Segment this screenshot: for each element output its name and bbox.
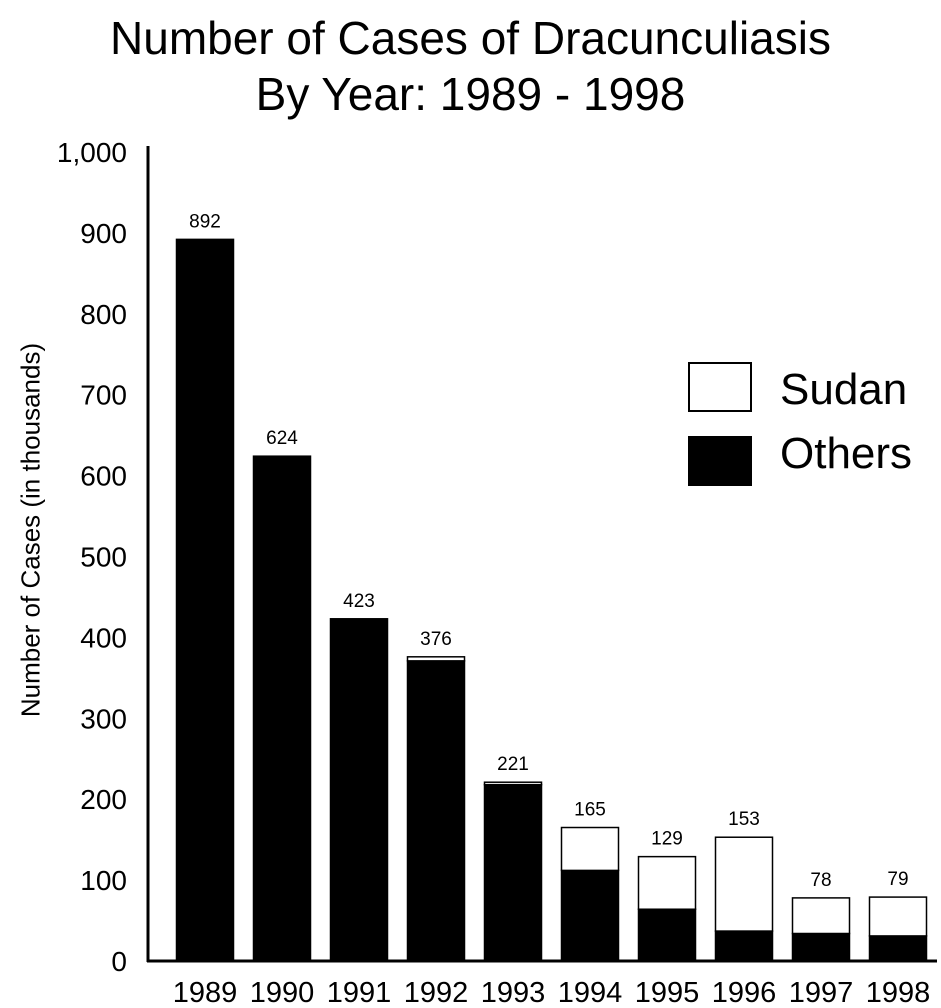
bar-sudan-1993 — [485, 782, 542, 784]
bar-others-1996 — [716, 931, 773, 961]
bar-others-1991 — [331, 619, 388, 961]
x-tick-label-1990: 1990 — [250, 977, 315, 1008]
y-tick-label: 700 — [80, 380, 127, 411]
x-tick-label-1991: 1991 — [327, 977, 392, 1008]
bar-sudan-1996 — [716, 837, 773, 931]
x-tick-label-1998: 1998 — [866, 977, 931, 1008]
bar-others-1993 — [485, 785, 542, 961]
data-label-1997: 78 — [810, 870, 831, 891]
data-label-1991: 423 — [343, 591, 375, 612]
y-tick-label: 600 — [80, 461, 127, 492]
legend-label-others: Others — [780, 430, 912, 478]
data-label-1990: 624 — [266, 428, 298, 449]
bar-sudan-1995 — [639, 857, 696, 910]
bar-sudan-1992 — [408, 657, 465, 661]
y-tick-label: 800 — [80, 299, 127, 330]
bar-sudan-1998 — [870, 897, 927, 936]
y-tick-label: 1,000 — [57, 137, 127, 168]
bar-others-1989 — [177, 239, 234, 961]
data-label-1994: 165 — [574, 800, 606, 821]
bar-others-1994 — [562, 870, 619, 961]
y-tick-label: 900 — [80, 218, 127, 249]
legend-swatch-others — [688, 436, 752, 486]
x-tick-label-1995: 1995 — [635, 977, 700, 1008]
y-tick-label: 200 — [80, 784, 127, 815]
x-tick-label-1996: 1996 — [712, 977, 777, 1008]
y-tick-label: 400 — [80, 622, 127, 653]
data-label-1992: 376 — [420, 629, 452, 650]
data-label-1998: 79 — [887, 869, 908, 890]
bar-others-1992 — [408, 661, 465, 961]
legend-swatch-sudan — [688, 362, 752, 412]
x-tick-label-1989: 1989 — [173, 977, 238, 1008]
bar-others-1995 — [639, 909, 696, 961]
bar-others-1997 — [793, 933, 850, 961]
x-tick-label-1994: 1994 — [558, 977, 623, 1008]
x-tick-label-1992: 1992 — [404, 977, 469, 1008]
data-label-1996: 153 — [728, 809, 760, 830]
x-tick-label-1997: 1997 — [789, 977, 854, 1008]
x-tick-label-1993: 1993 — [481, 977, 546, 1008]
bar-sudan-1994 — [562, 828, 619, 871]
y-tick-label: 100 — [80, 865, 127, 896]
legend-label-sudan: Sudan — [780, 366, 907, 414]
data-label-1995: 129 — [651, 829, 683, 850]
bar-others-1990 — [254, 456, 311, 961]
y-tick-label: 500 — [80, 542, 127, 573]
y-tick-label: 0 — [111, 946, 127, 977]
bar-sudan-1997 — [793, 898, 850, 934]
bar-others-1998 — [870, 936, 927, 961]
data-label-1989: 892 — [189, 211, 221, 232]
y-tick-label: 300 — [80, 703, 127, 734]
data-label-1993: 221 — [497, 754, 529, 775]
